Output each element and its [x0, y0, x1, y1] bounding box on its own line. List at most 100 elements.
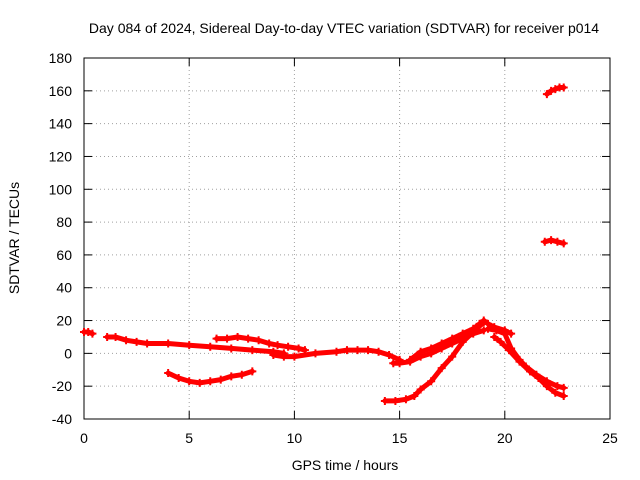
data-point	[559, 83, 568, 92]
data-point	[395, 359, 404, 368]
data-point	[103, 332, 112, 341]
series-arc-3	[164, 367, 257, 387]
series-arc-10	[490, 332, 568, 401]
data-point	[223, 334, 232, 343]
data-point	[551, 388, 560, 397]
series-arc-2	[103, 332, 288, 358]
x-tick-label: 25	[602, 430, 618, 446]
data-point	[174, 373, 183, 382]
data-point	[195, 378, 204, 387]
data-point	[479, 318, 488, 327]
data-point	[111, 332, 120, 341]
x-tick-label: 15	[392, 430, 408, 446]
data-point	[269, 351, 278, 360]
data-point	[551, 85, 560, 94]
x-tick-label: 0	[80, 430, 88, 446]
data-point	[515, 357, 524, 366]
data-point	[279, 352, 288, 361]
data-point	[311, 349, 320, 358]
data-point	[559, 392, 568, 401]
data-point	[534, 373, 543, 382]
data-point	[458, 329, 467, 338]
data-point	[416, 385, 425, 394]
data-point	[227, 344, 236, 353]
data-point	[212, 334, 221, 343]
data-point	[290, 352, 299, 361]
data-point	[164, 339, 173, 348]
data-point	[206, 377, 215, 386]
data-point	[248, 367, 257, 376]
data-point	[391, 396, 400, 405]
data-point	[490, 332, 499, 341]
data-point	[448, 334, 457, 343]
x-tick-label: 5	[185, 430, 193, 446]
y-tick-label: 180	[49, 50, 73, 66]
data-point	[233, 332, 242, 341]
data-point	[427, 377, 436, 386]
data-point	[500, 329, 509, 338]
data-point	[559, 239, 568, 248]
data-point	[248, 346, 257, 355]
data-point	[206, 342, 215, 351]
data-point	[553, 382, 562, 391]
x-tick-label: 20	[497, 430, 513, 446]
x-tick-labels: 0 5 10 15 20 25	[80, 430, 618, 446]
data-point	[416, 347, 425, 356]
data-point	[410, 392, 419, 401]
plot-area-border	[83, 57, 611, 420]
series-arc-12	[542, 83, 568, 99]
x-axis-label: GPS time / hours	[292, 457, 399, 473]
data-point	[406, 355, 415, 364]
y-axis-label: SDTVAR / TECUs	[6, 182, 22, 294]
data-point	[542, 382, 551, 391]
data-point	[353, 346, 362, 355]
data-point	[185, 377, 194, 386]
data-point	[374, 347, 383, 356]
data-point	[164, 369, 173, 378]
data-point	[496, 337, 505, 346]
y-tick-label: 140	[49, 116, 73, 132]
data-point	[273, 341, 282, 350]
data-point	[492, 326, 501, 335]
y-tick-label: 0	[64, 345, 72, 361]
data-point	[553, 237, 562, 246]
data-point	[265, 339, 274, 348]
series-arc-5	[269, 346, 404, 364]
data-point	[542, 90, 551, 99]
y-tick-label: 120	[49, 148, 73, 164]
data-point	[437, 339, 446, 348]
y-tick-label: 40	[56, 280, 72, 296]
data-point	[143, 339, 152, 348]
data-point	[401, 395, 410, 404]
data-point	[294, 344, 303, 353]
data-point	[483, 324, 492, 333]
data-point	[380, 396, 389, 405]
data-point	[526, 367, 535, 376]
series-arc-11	[540, 236, 568, 248]
series-arc-1	[80, 328, 97, 338]
data-point	[185, 341, 194, 350]
data-point	[332, 347, 341, 356]
data-point	[540, 237, 549, 246]
data-point	[385, 351, 394, 360]
data-point	[469, 328, 478, 337]
series-line	[214, 334, 308, 353]
series-arc-8	[380, 318, 488, 405]
data-point	[254, 336, 263, 345]
y-tick-label: 100	[49, 181, 73, 197]
data-point	[284, 342, 293, 351]
data-point	[132, 337, 141, 346]
data-point	[559, 383, 568, 392]
y-tick-labels: -40 -20 0 20 40 60 80 100 120 140 160 180	[49, 50, 73, 427]
y-tick-label: 80	[56, 214, 72, 230]
data-point	[84, 328, 93, 337]
data-series	[80, 83, 568, 405]
y-tick-label: 60	[56, 247, 72, 263]
data-point	[122, 336, 131, 345]
data-point	[547, 236, 556, 245]
data-point	[88, 329, 97, 338]
data-point	[547, 86, 556, 95]
data-point	[505, 346, 514, 355]
